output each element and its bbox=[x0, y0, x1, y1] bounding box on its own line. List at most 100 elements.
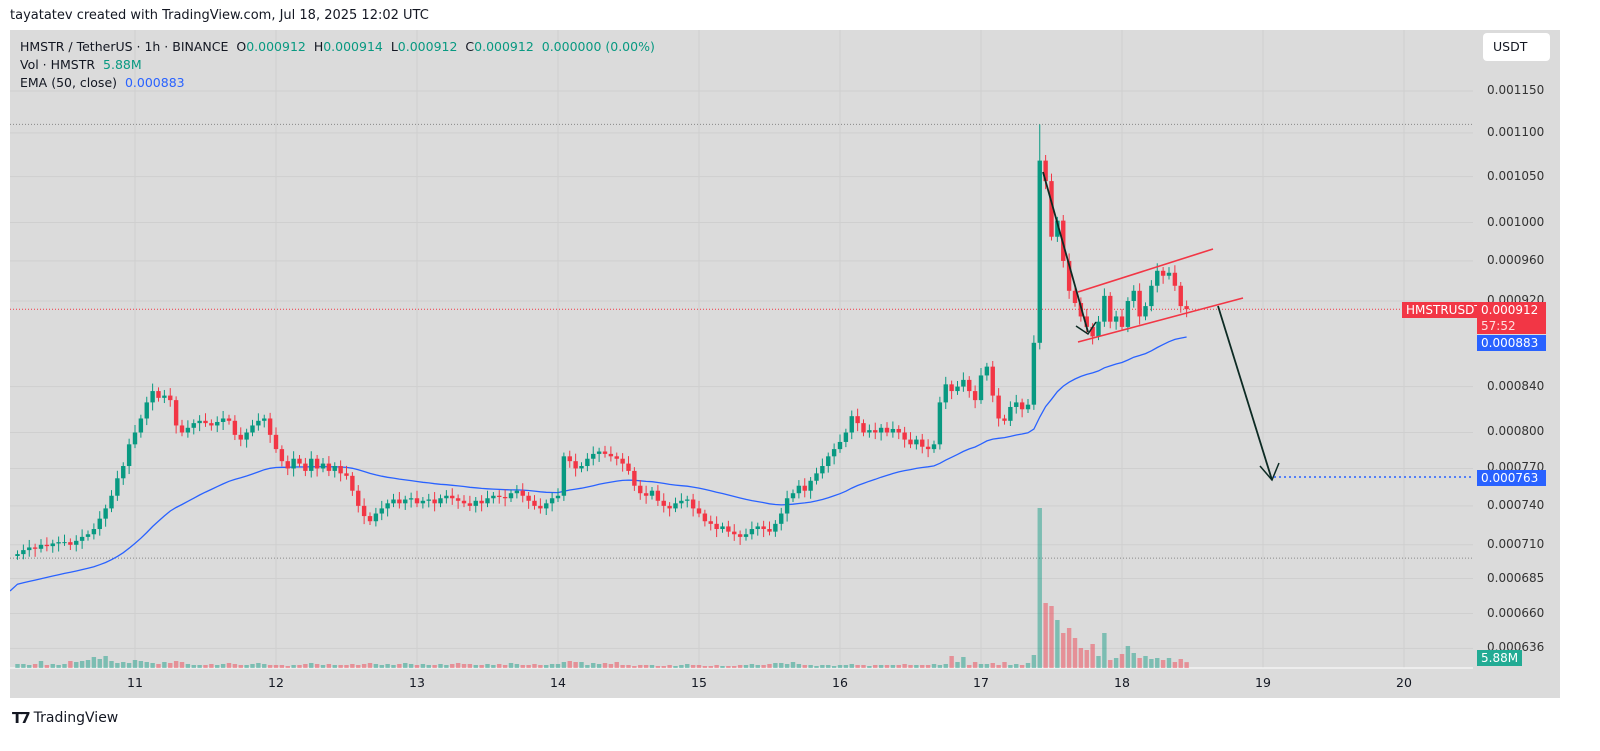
candle bbox=[320, 457, 326, 473]
volume-bar bbox=[62, 664, 67, 668]
candle bbox=[491, 491, 496, 504]
candle bbox=[591, 446, 596, 466]
candle-body bbox=[967, 379, 972, 392]
volume-bar bbox=[15, 664, 20, 668]
tradingview-logo[interactable]: T7 TradingView bbox=[12, 709, 118, 727]
time-tick-label: 12 bbox=[268, 675, 284, 690]
candle-body bbox=[297, 458, 302, 464]
candle bbox=[655, 485, 661, 506]
candle-body bbox=[955, 386, 960, 392]
candle bbox=[262, 414, 267, 428]
candle-body bbox=[38, 544, 44, 549]
candle bbox=[50, 539, 55, 553]
candle-body bbox=[226, 418, 232, 421]
currency-button[interactable]: USDT bbox=[1483, 33, 1550, 61]
candle bbox=[420, 497, 426, 509]
candle-body bbox=[855, 416, 860, 424]
volume-label[interactable]: Vol · HMSTR bbox=[20, 57, 96, 72]
candle-body bbox=[914, 439, 919, 445]
volume-bar bbox=[1184, 662, 1189, 668]
candle-body bbox=[1019, 402, 1025, 410]
candle-body bbox=[1025, 404, 1031, 410]
candle-body bbox=[573, 461, 578, 469]
time-tick-label: 18 bbox=[1114, 675, 1130, 690]
volume-bar bbox=[403, 663, 408, 668]
chart-area[interactable] bbox=[10, 30, 1560, 698]
candle bbox=[561, 452, 567, 501]
candle-body bbox=[826, 456, 831, 467]
ema-label[interactable]: EMA (50, close) bbox=[20, 75, 118, 90]
candle bbox=[861, 419, 866, 437]
candle bbox=[555, 488, 561, 503]
volume-bar bbox=[1166, 658, 1172, 668]
volume-bar bbox=[514, 664, 520, 668]
volume-bar bbox=[773, 663, 778, 668]
candle bbox=[21, 544, 26, 560]
candle bbox=[1172, 265, 1178, 291]
candle-body bbox=[138, 418, 144, 433]
volume-bar bbox=[943, 664, 948, 668]
candle-body bbox=[432, 499, 437, 504]
candle bbox=[961, 372, 966, 392]
volume-bar bbox=[955, 662, 960, 668]
candle-body bbox=[867, 430, 872, 433]
candle-body bbox=[1113, 316, 1119, 322]
candle-body bbox=[1043, 160, 1048, 182]
candle-body bbox=[173, 400, 179, 426]
candle bbox=[273, 427, 279, 453]
chart-legend: HMSTR / TetherUS · 1h · BINANCE O0.00091… bbox=[20, 38, 655, 92]
volume-bar bbox=[596, 664, 602, 668]
price-tick-label: 0.000960 bbox=[1487, 252, 1545, 267]
candle-body bbox=[291, 458, 296, 469]
candle bbox=[1049, 173, 1054, 241]
volume-bar bbox=[814, 666, 819, 668]
candle-body bbox=[85, 534, 91, 537]
symbol-tag: HMSTRUSDT bbox=[1402, 302, 1486, 318]
volume-bar bbox=[203, 665, 208, 668]
candle-body bbox=[79, 536, 85, 541]
candle-body bbox=[908, 439, 913, 445]
volume-bar bbox=[1014, 664, 1019, 668]
candle bbox=[779, 507, 784, 531]
candle bbox=[344, 465, 349, 480]
candle bbox=[767, 521, 772, 536]
candle bbox=[544, 499, 549, 516]
volume-bar bbox=[984, 664, 990, 668]
volume-bar bbox=[397, 664, 402, 668]
candle-body bbox=[591, 453, 596, 459]
volume-bar bbox=[285, 666, 290, 668]
candle-body bbox=[32, 547, 38, 549]
candle-body bbox=[784, 498, 790, 514]
price-chart-svg[interactable] bbox=[10, 30, 1560, 698]
candle bbox=[643, 485, 649, 504]
low-label: L bbox=[390, 39, 398, 54]
candle bbox=[990, 361, 995, 403]
candle bbox=[826, 452, 831, 473]
candle-body bbox=[1002, 418, 1007, 421]
volume-bar bbox=[508, 663, 514, 668]
candle-body bbox=[332, 466, 337, 471]
candle bbox=[68, 538, 73, 550]
candle-body bbox=[1102, 295, 1107, 322]
candle-body bbox=[555, 495, 561, 499]
volume-bar bbox=[767, 664, 772, 668]
candle bbox=[44, 537, 50, 552]
volume-bar bbox=[649, 665, 655, 668]
candle-body bbox=[649, 490, 655, 496]
volume-bar bbox=[1160, 660, 1166, 668]
volume-bar bbox=[902, 664, 907, 668]
candle-body bbox=[215, 421, 220, 426]
candle-body bbox=[679, 500, 684, 504]
candle bbox=[949, 380, 954, 400]
volume-bar bbox=[1131, 653, 1136, 668]
volume-bar bbox=[479, 665, 484, 668]
ema-value: 0.000883 bbox=[124, 75, 185, 90]
candle bbox=[1037, 124, 1042, 350]
volume-bar bbox=[1113, 658, 1119, 668]
candle-body bbox=[1166, 272, 1172, 276]
candle-body bbox=[608, 453, 614, 457]
candle bbox=[373, 507, 379, 527]
volume-bar bbox=[1178, 659, 1183, 668]
symbol-label[interactable]: HMSTR / TetherUS · 1h · BINANCE bbox=[20, 39, 229, 54]
volume-value: 5.88M bbox=[103, 57, 142, 72]
